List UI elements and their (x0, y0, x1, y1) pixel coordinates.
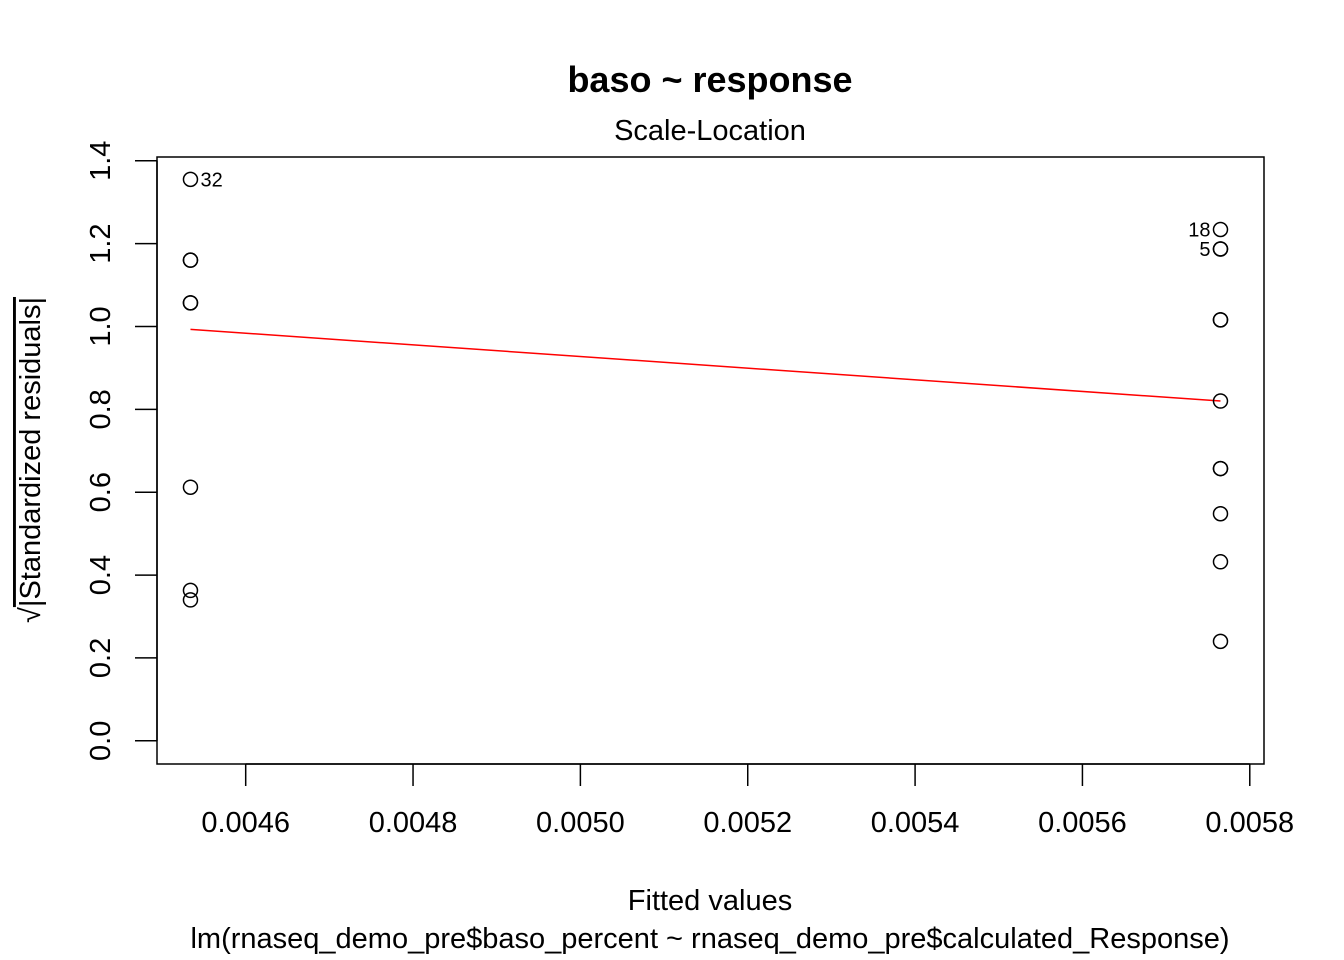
data-point (1212, 554, 1229, 570)
scatter-series (182, 171, 1229, 650)
point-label: 5 (1199, 239, 1210, 261)
y-tick-label: 0.4 (85, 555, 117, 595)
y-tick-label: 0.0 (85, 721, 117, 761)
y-tick-label: 1.2 (85, 223, 117, 263)
point-label: 32 (200, 169, 222, 191)
data-point (1212, 221, 1229, 238)
data-point (1212, 460, 1229, 477)
data-point (182, 252, 199, 268)
x-tick-label: 0.0050 (536, 807, 625, 839)
plot-frame (156, 156, 1265, 765)
x-tick-label: 0.0052 (703, 807, 792, 839)
y-tick-label: 0.8 (85, 389, 117, 429)
data-point (182, 592, 199, 608)
y-tick-label: 0.6 (85, 472, 117, 512)
data-point (182, 582, 199, 599)
x-tick-label: 0.0046 (201, 807, 290, 839)
y-axis-label-radical: √ (15, 607, 47, 623)
data-point (1212, 312, 1229, 328)
chart-title: baso ~ response (567, 59, 852, 100)
x-tick-label: 0.0058 (1205, 807, 1294, 839)
point-labels: 32 185 (200, 169, 1210, 261)
data-point (182, 479, 199, 495)
data-point (1212, 505, 1229, 522)
y-tick-label: 0.2 (85, 638, 117, 678)
y-tick-label: 1.0 (85, 306, 117, 346)
smooth-line (190, 328, 1221, 402)
y-axis-label-text: |Standardized residuals| (15, 297, 47, 607)
x-tick-label: 0.0048 (369, 807, 458, 839)
x-tick-label: 0.0054 (871, 807, 960, 839)
chart-caption: lm(rnaseq_demo_pre$baso_percent ~ rnaseq… (190, 923, 1229, 955)
data-point (182, 171, 199, 188)
x-axis-label: Fitted values (628, 885, 792, 917)
y-tick-label: 1.4 (85, 141, 117, 181)
y-axis-label: √|Standardized residuals| (15, 297, 47, 623)
data-point (1212, 241, 1229, 257)
data-point (1212, 633, 1229, 650)
y-axis: 0.0 0.2 0.4 0.6 0.8 1.0 1.2 1.4 (85, 141, 158, 761)
point-label: 18 (1188, 220, 1210, 242)
x-axis: 0.0046 0.0048 0.0050 0.0052 0.0054 0.0056 0.00… (201, 763, 1294, 839)
x-tick-label: 0.0056 (1038, 807, 1127, 839)
data-point (182, 295, 199, 311)
chart-subtitle: Scale-Location (614, 115, 806, 147)
data-point (1212, 393, 1229, 409)
